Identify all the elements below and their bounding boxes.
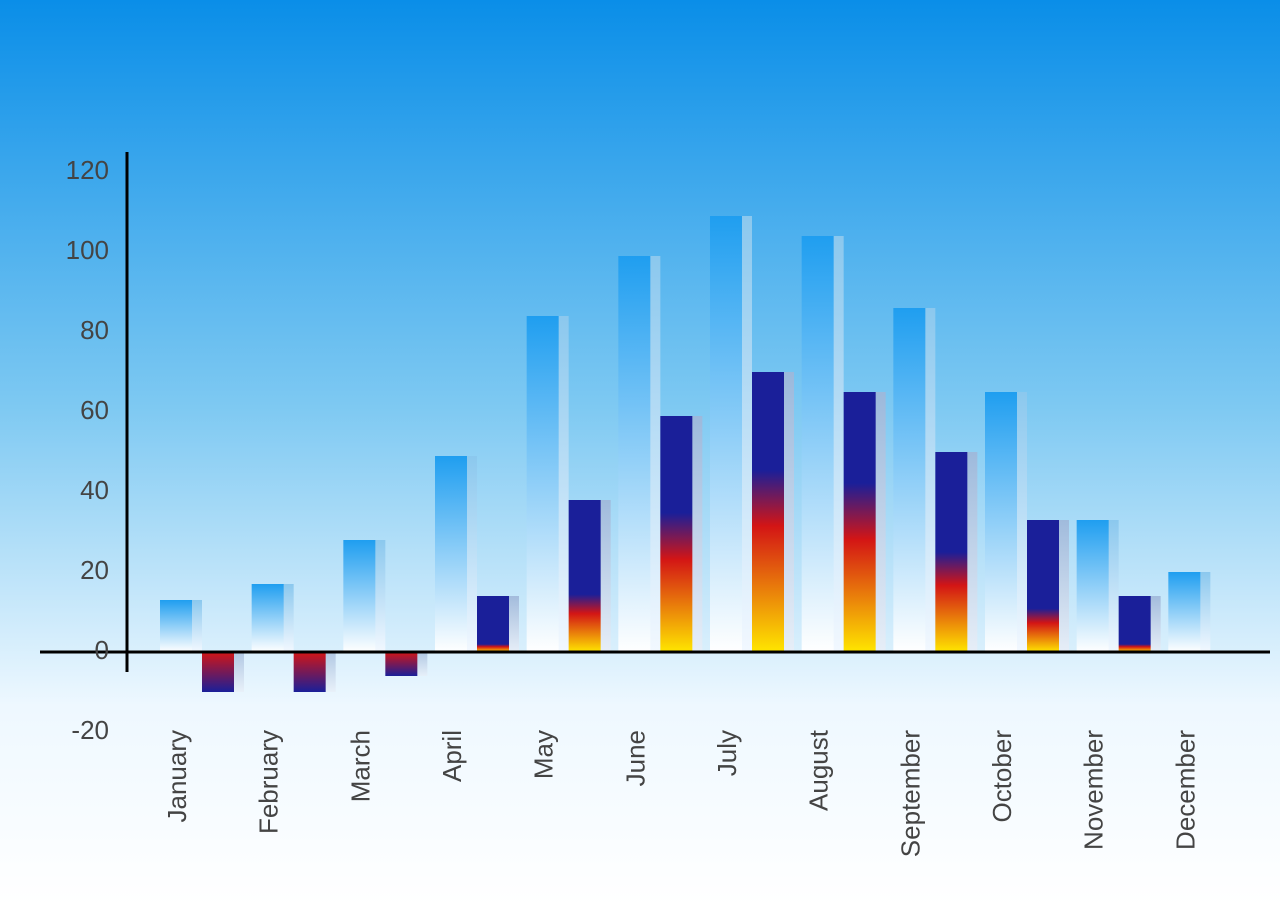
month-label: January bbox=[162, 730, 192, 823]
month-label: November bbox=[1079, 730, 1109, 850]
month-label: March bbox=[345, 730, 375, 802]
y-tick-label: -20 bbox=[71, 715, 109, 745]
bar-primary bbox=[985, 392, 1017, 652]
y-tick-label: 80 bbox=[80, 315, 109, 345]
bar-primary bbox=[710, 216, 742, 652]
bar-primary bbox=[893, 308, 925, 652]
month-label: September bbox=[895, 730, 925, 858]
bar-primary bbox=[435, 456, 467, 652]
bar-primary bbox=[1077, 520, 1109, 652]
bar-secondary bbox=[477, 596, 509, 652]
month-label: July bbox=[712, 730, 742, 776]
monthly-bar-chart: -20 0 20 40 60 80 100 120 January February March A… bbox=[0, 0, 1280, 905]
bar-secondary bbox=[935, 452, 967, 652]
bar-secondary bbox=[660, 416, 692, 652]
month-label: August bbox=[804, 729, 834, 811]
bar-secondary bbox=[844, 392, 876, 652]
bar-secondary bbox=[569, 500, 601, 652]
month-label: October bbox=[987, 730, 1017, 823]
y-tick-label: 20 bbox=[80, 555, 109, 585]
month-label: April bbox=[437, 730, 467, 782]
month-label: February bbox=[254, 730, 284, 834]
bar-primary bbox=[618, 256, 650, 652]
bar-secondary bbox=[385, 652, 417, 676]
bar-secondary bbox=[752, 372, 784, 652]
bar-primary bbox=[527, 316, 559, 652]
bar-secondary bbox=[202, 652, 234, 692]
bar-primary bbox=[802, 236, 834, 652]
bar-secondary bbox=[1119, 596, 1151, 652]
bar-secondary bbox=[294, 652, 326, 692]
y-tick-label: 60 bbox=[80, 395, 109, 425]
bar-primary bbox=[1168, 572, 1200, 652]
month-label: December bbox=[1170, 730, 1200, 850]
chart-container: { "chart": { "type": "bar", "width": 128… bbox=[0, 0, 1280, 905]
bar-primary bbox=[252, 584, 284, 652]
y-tick-label: 100 bbox=[66, 235, 109, 265]
month-label: May bbox=[529, 730, 559, 779]
bar-primary bbox=[160, 600, 192, 652]
bar-secondary bbox=[1027, 520, 1059, 652]
month-label: June bbox=[620, 730, 650, 786]
y-tick-label: 40 bbox=[80, 475, 109, 505]
bar-primary bbox=[343, 540, 375, 652]
y-tick-label: 0 bbox=[95, 635, 109, 665]
y-tick-label: 120 bbox=[66, 155, 109, 185]
